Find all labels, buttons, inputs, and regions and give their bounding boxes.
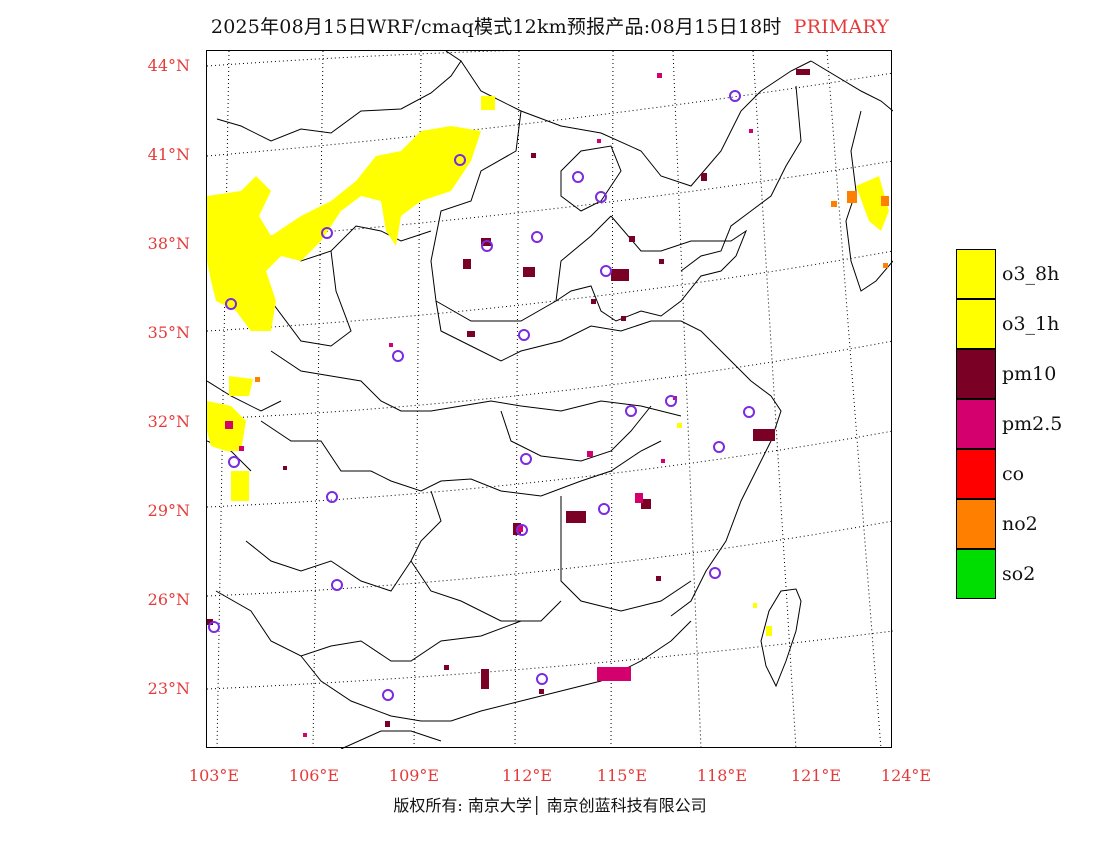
lat-label-23: 23°N bbox=[147, 679, 190, 698]
lat-label-35: 35°N bbox=[147, 323, 190, 342]
legend-swatch-so2 bbox=[956, 549, 996, 599]
legend-swatch-pm10 bbox=[956, 349, 996, 399]
o3-regions bbox=[207, 96, 889, 636]
lon-label-121: 121°E bbox=[790, 766, 842, 785]
pm25-specks bbox=[225, 73, 753, 737]
legend-label-so2: so2 bbox=[1002, 563, 1036, 585]
legend-label-o3-1h: o3_1h bbox=[1002, 313, 1060, 335]
copyright-footer: 版权所有: 南京大学│ 南京创蓝科技有限公司 bbox=[393, 796, 707, 815]
legend-swatch-o3-8h bbox=[956, 249, 996, 299]
lat-label-32: 32°N bbox=[147, 412, 190, 431]
graticule-lat bbox=[207, 51, 893, 690]
lat-label-38: 38°N bbox=[147, 234, 190, 253]
station-markers bbox=[208, 90, 755, 701]
lon-label-106: 106°E bbox=[288, 766, 340, 785]
lat-label-44: 44°N bbox=[147, 56, 190, 75]
lon-label-112: 112°E bbox=[501, 766, 553, 785]
graticule-lon bbox=[216, 51, 882, 749]
map-title: 2025年08月15日WRF/cmaq模式12km预报产品:08月15日18时 P… bbox=[0, 12, 1100, 39]
legend-swatch-pm25 bbox=[956, 399, 996, 449]
map-canvas bbox=[207, 51, 893, 749]
legend-label-co: co bbox=[1002, 463, 1025, 485]
legend-label-pm25: pm2.5 bbox=[1002, 413, 1063, 435]
lat-label-29: 29°N bbox=[147, 501, 190, 520]
legend-label-pm10: pm10 bbox=[1002, 363, 1057, 385]
pm10-specks bbox=[207, 69, 810, 727]
legend-swatch-co bbox=[956, 449, 996, 499]
lon-label-124: 124°E bbox=[880, 766, 932, 785]
lon-label-103: 103°E bbox=[188, 766, 240, 785]
map-frame bbox=[206, 50, 893, 749]
lat-label-26: 26°N bbox=[147, 590, 190, 609]
legend-swatch-o3-1h bbox=[956, 299, 996, 349]
legend-label-o3-8h: o3_8h bbox=[1002, 263, 1060, 285]
lon-label-109: 109°E bbox=[388, 766, 440, 785]
boundaries bbox=[207, 51, 893, 749]
no2-specks bbox=[255, 191, 889, 382]
lon-label-118: 118°E bbox=[696, 766, 748, 785]
legend-label-no2: no2 bbox=[1002, 513, 1038, 535]
lat-label-41: 41°N bbox=[147, 145, 190, 164]
legend-swatch-no2 bbox=[956, 499, 996, 549]
title-text: 2025年08月15日WRF/cmaq模式12km预报产品:08月15日18时 bbox=[210, 16, 782, 38]
title-tag: PRIMARY bbox=[793, 16, 890, 38]
lon-label-115: 115°E bbox=[596, 766, 648, 785]
